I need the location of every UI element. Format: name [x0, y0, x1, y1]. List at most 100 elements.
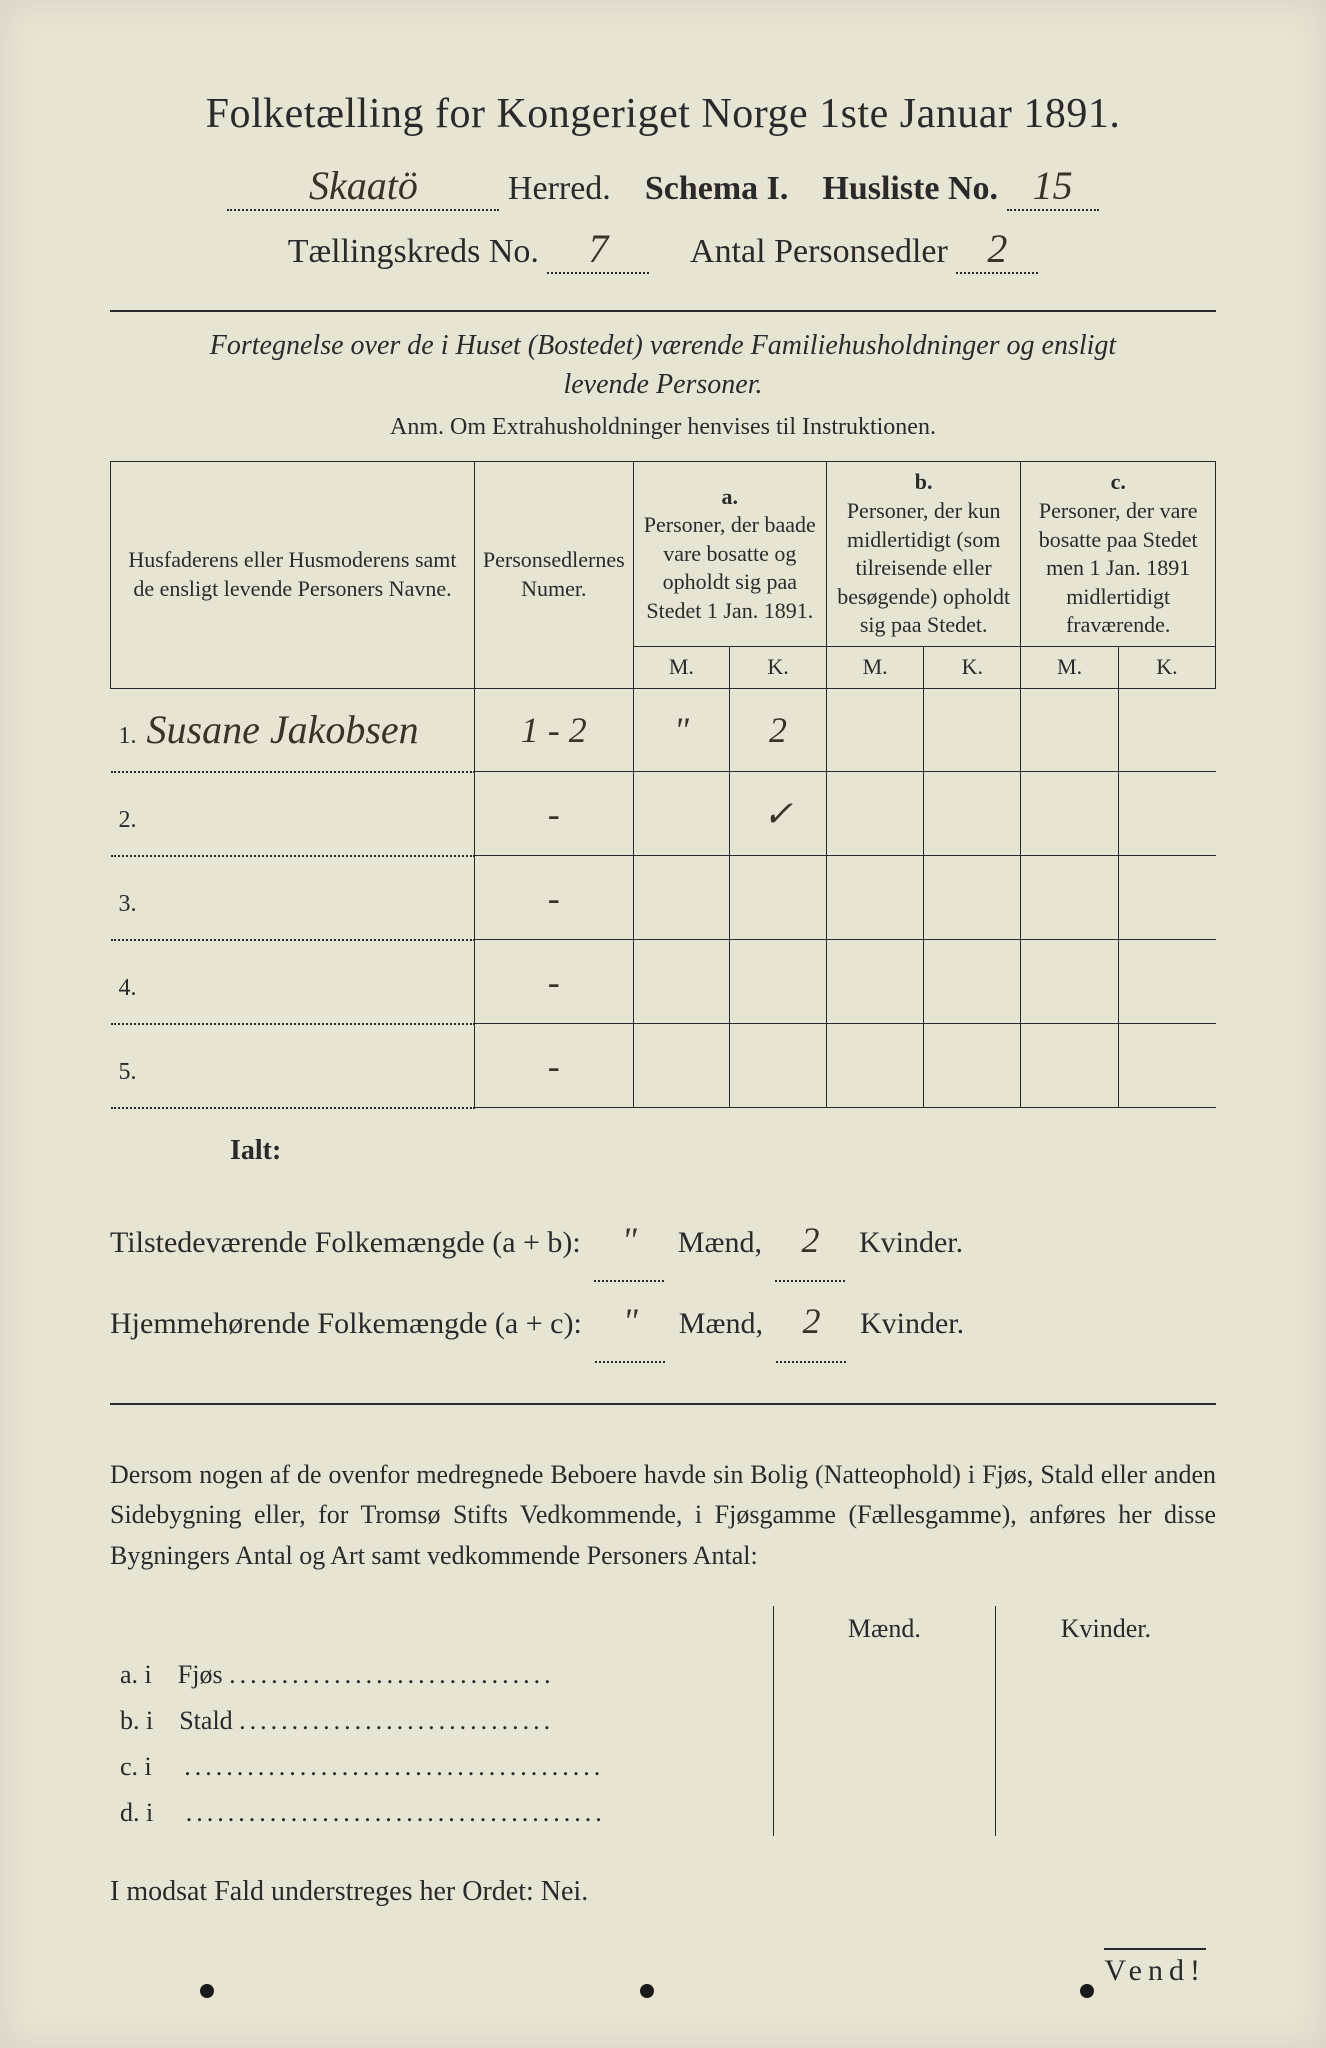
cell-a-m [633, 772, 729, 856]
cell-c-k [1118, 940, 1215, 1024]
cell-a-m [633, 1024, 729, 1108]
cell-c-m [1021, 856, 1118, 940]
cell-a-m: " [633, 688, 729, 772]
personsedler-num: - [474, 940, 633, 1024]
building-table: Mænd. Kvinder. a. i Fjøs ...............… [110, 1606, 1216, 1836]
divider-top [110, 310, 1216, 312]
table-row: 5. - [111, 1024, 1216, 1108]
building-kvinder [995, 1790, 1216, 1836]
punch-hole-icon [1080, 1984, 1094, 1998]
cell-a-k: ✓ [730, 772, 827, 856]
cell-c-k [1118, 772, 1215, 856]
person-name: Susane Jakobsen [147, 707, 419, 752]
cell-c-m [1021, 688, 1118, 772]
table-row: 2. - ✓ [111, 772, 1216, 856]
c-k-header: K. [1118, 646, 1215, 688]
header-line-2: Skaatö Herred. Schema I. Husliste No. 15 [110, 162, 1216, 211]
building-kvinder [995, 1744, 1216, 1790]
subheader: Fortegnelse over de i Huset (Bostedet) v… [110, 326, 1216, 404]
building-row: d. i ...................................… [110, 1790, 1216, 1836]
anm-note: Anm. Om Extrahusholdninger henvises til … [110, 414, 1216, 441]
building-label: a. i Fjøs ..............................… [110, 1652, 774, 1698]
maend-label-1: Mænd, [678, 1226, 762, 1259]
page-title: Folketælling for Kongeriget Norge 1ste J… [110, 90, 1216, 138]
a-k-header: K. [730, 646, 827, 688]
cell-a-m [633, 856, 729, 940]
building-maend [774, 1744, 996, 1790]
totals-line1-m: " [622, 1220, 637, 1260]
row-number: 1. [119, 723, 147, 750]
cell-b-k [924, 772, 1021, 856]
census-form-page: Folketælling for Kongeriget Norge 1ste J… [0, 0, 1326, 2048]
c-m-header: M. [1021, 646, 1118, 688]
col-name-text: Husfaderens eller Husmoderens samt de en… [128, 547, 456, 601]
building-kvinder [995, 1652, 1216, 1698]
subheader-line1: Fortegnelse over de i Huset (Bostedet) v… [210, 330, 1116, 361]
totals-line1-label: Tilstedeværende Folkemængde (a + b): [110, 1210, 581, 1276]
cell-b-k [924, 856, 1021, 940]
totals-line2-k: 2 [802, 1301, 820, 1341]
schema-label: Schema I. [645, 170, 789, 207]
row-number: 2. [119, 807, 147, 834]
cell-b-m [826, 1024, 923, 1108]
header-line-3: Tællingskreds No. 7 Antal Personsedler 2 [110, 225, 1216, 274]
table-row: 3. - [111, 856, 1216, 940]
building-label: b. i Stald .............................… [110, 1698, 774, 1744]
herred-label: Herred. [508, 170, 611, 207]
building-maend [774, 1698, 996, 1744]
col-c-letter: c. [1111, 469, 1126, 494]
cell-b-k [924, 688, 1021, 772]
building-kvinder [995, 1698, 1216, 1744]
cell-c-m [1021, 1024, 1118, 1108]
husliste-value: 15 [1033, 163, 1073, 208]
cell-b-m [826, 940, 923, 1024]
building-row: b. i Stald .............................… [110, 1698, 1216, 1744]
punch-hole-icon [640, 1984, 654, 1998]
household-table: Husfaderens eller Husmoderens samt de en… [110, 461, 1216, 1108]
col-a-letter: a. [722, 484, 739, 509]
row-number: 4. [119, 975, 147, 1002]
bt-maend-header: Mænd. [774, 1606, 996, 1652]
cell-b-m [826, 856, 923, 940]
subheader-line2: levende Personer. [563, 369, 762, 400]
col-b-text: Personer, der kun midlertidigt (som tilr… [837, 498, 1010, 637]
col-b-letter: b. [915, 469, 933, 494]
antal-value: 2 [987, 226, 1007, 271]
herred-value: Skaatö [309, 163, 418, 208]
kreds-label: Tællingskreds No. [288, 233, 539, 270]
table-row: 4. - [111, 940, 1216, 1024]
personsedler-num: - [474, 772, 633, 856]
cell-a-k [730, 1024, 827, 1108]
b-m-header: M. [826, 646, 923, 688]
building-label: c. i ...................................… [110, 1744, 774, 1790]
vend-label: Vend! [1104, 1948, 1206, 1988]
kvinder-label-1: Kvinder. [859, 1226, 963, 1259]
row-number: 5. [119, 1059, 147, 1086]
ialt-label: Ialt: [230, 1135, 1216, 1167]
maend-label-2: Mænd, [679, 1307, 763, 1340]
totals-line2-label: Hjemmehørende Folkemængde (a + c): [110, 1291, 582, 1357]
personsedler-num: - [474, 1024, 633, 1108]
cell-a-k [730, 856, 827, 940]
cell-b-m [826, 688, 923, 772]
building-maend [774, 1652, 996, 1698]
totals-block: Tilstedeværende Folkemængde (a + b): " M… [110, 1201, 1216, 1363]
totals-line1-k: 2 [801, 1220, 819, 1260]
row-number: 3. [119, 891, 147, 918]
punch-hole-icon [200, 1984, 214, 1998]
col-a-text: Personer, der baade vare bosatte og opho… [644, 512, 816, 623]
bt-kvinder-header: Kvinder. [995, 1606, 1216, 1652]
personsedler-num: - [474, 856, 633, 940]
cell-c-k [1118, 688, 1215, 772]
building-row: a. i Fjøs ..............................… [110, 1652, 1216, 1698]
building-maend [774, 1790, 996, 1836]
building-label: d. i ...................................… [110, 1790, 774, 1836]
cell-a-m [633, 940, 729, 1024]
cell-a-k: 2 [730, 688, 827, 772]
col-a-top: a. Personer, der baade vare bosatte og o… [633, 462, 826, 647]
cell-c-k [1118, 856, 1215, 940]
personsedler-num: 1 - 2 [474, 688, 633, 772]
col-c-top: c. Personer, der vare bosatte paa Stedet… [1021, 462, 1216, 647]
a-m-header: M. [633, 646, 729, 688]
cell-b-m [826, 772, 923, 856]
